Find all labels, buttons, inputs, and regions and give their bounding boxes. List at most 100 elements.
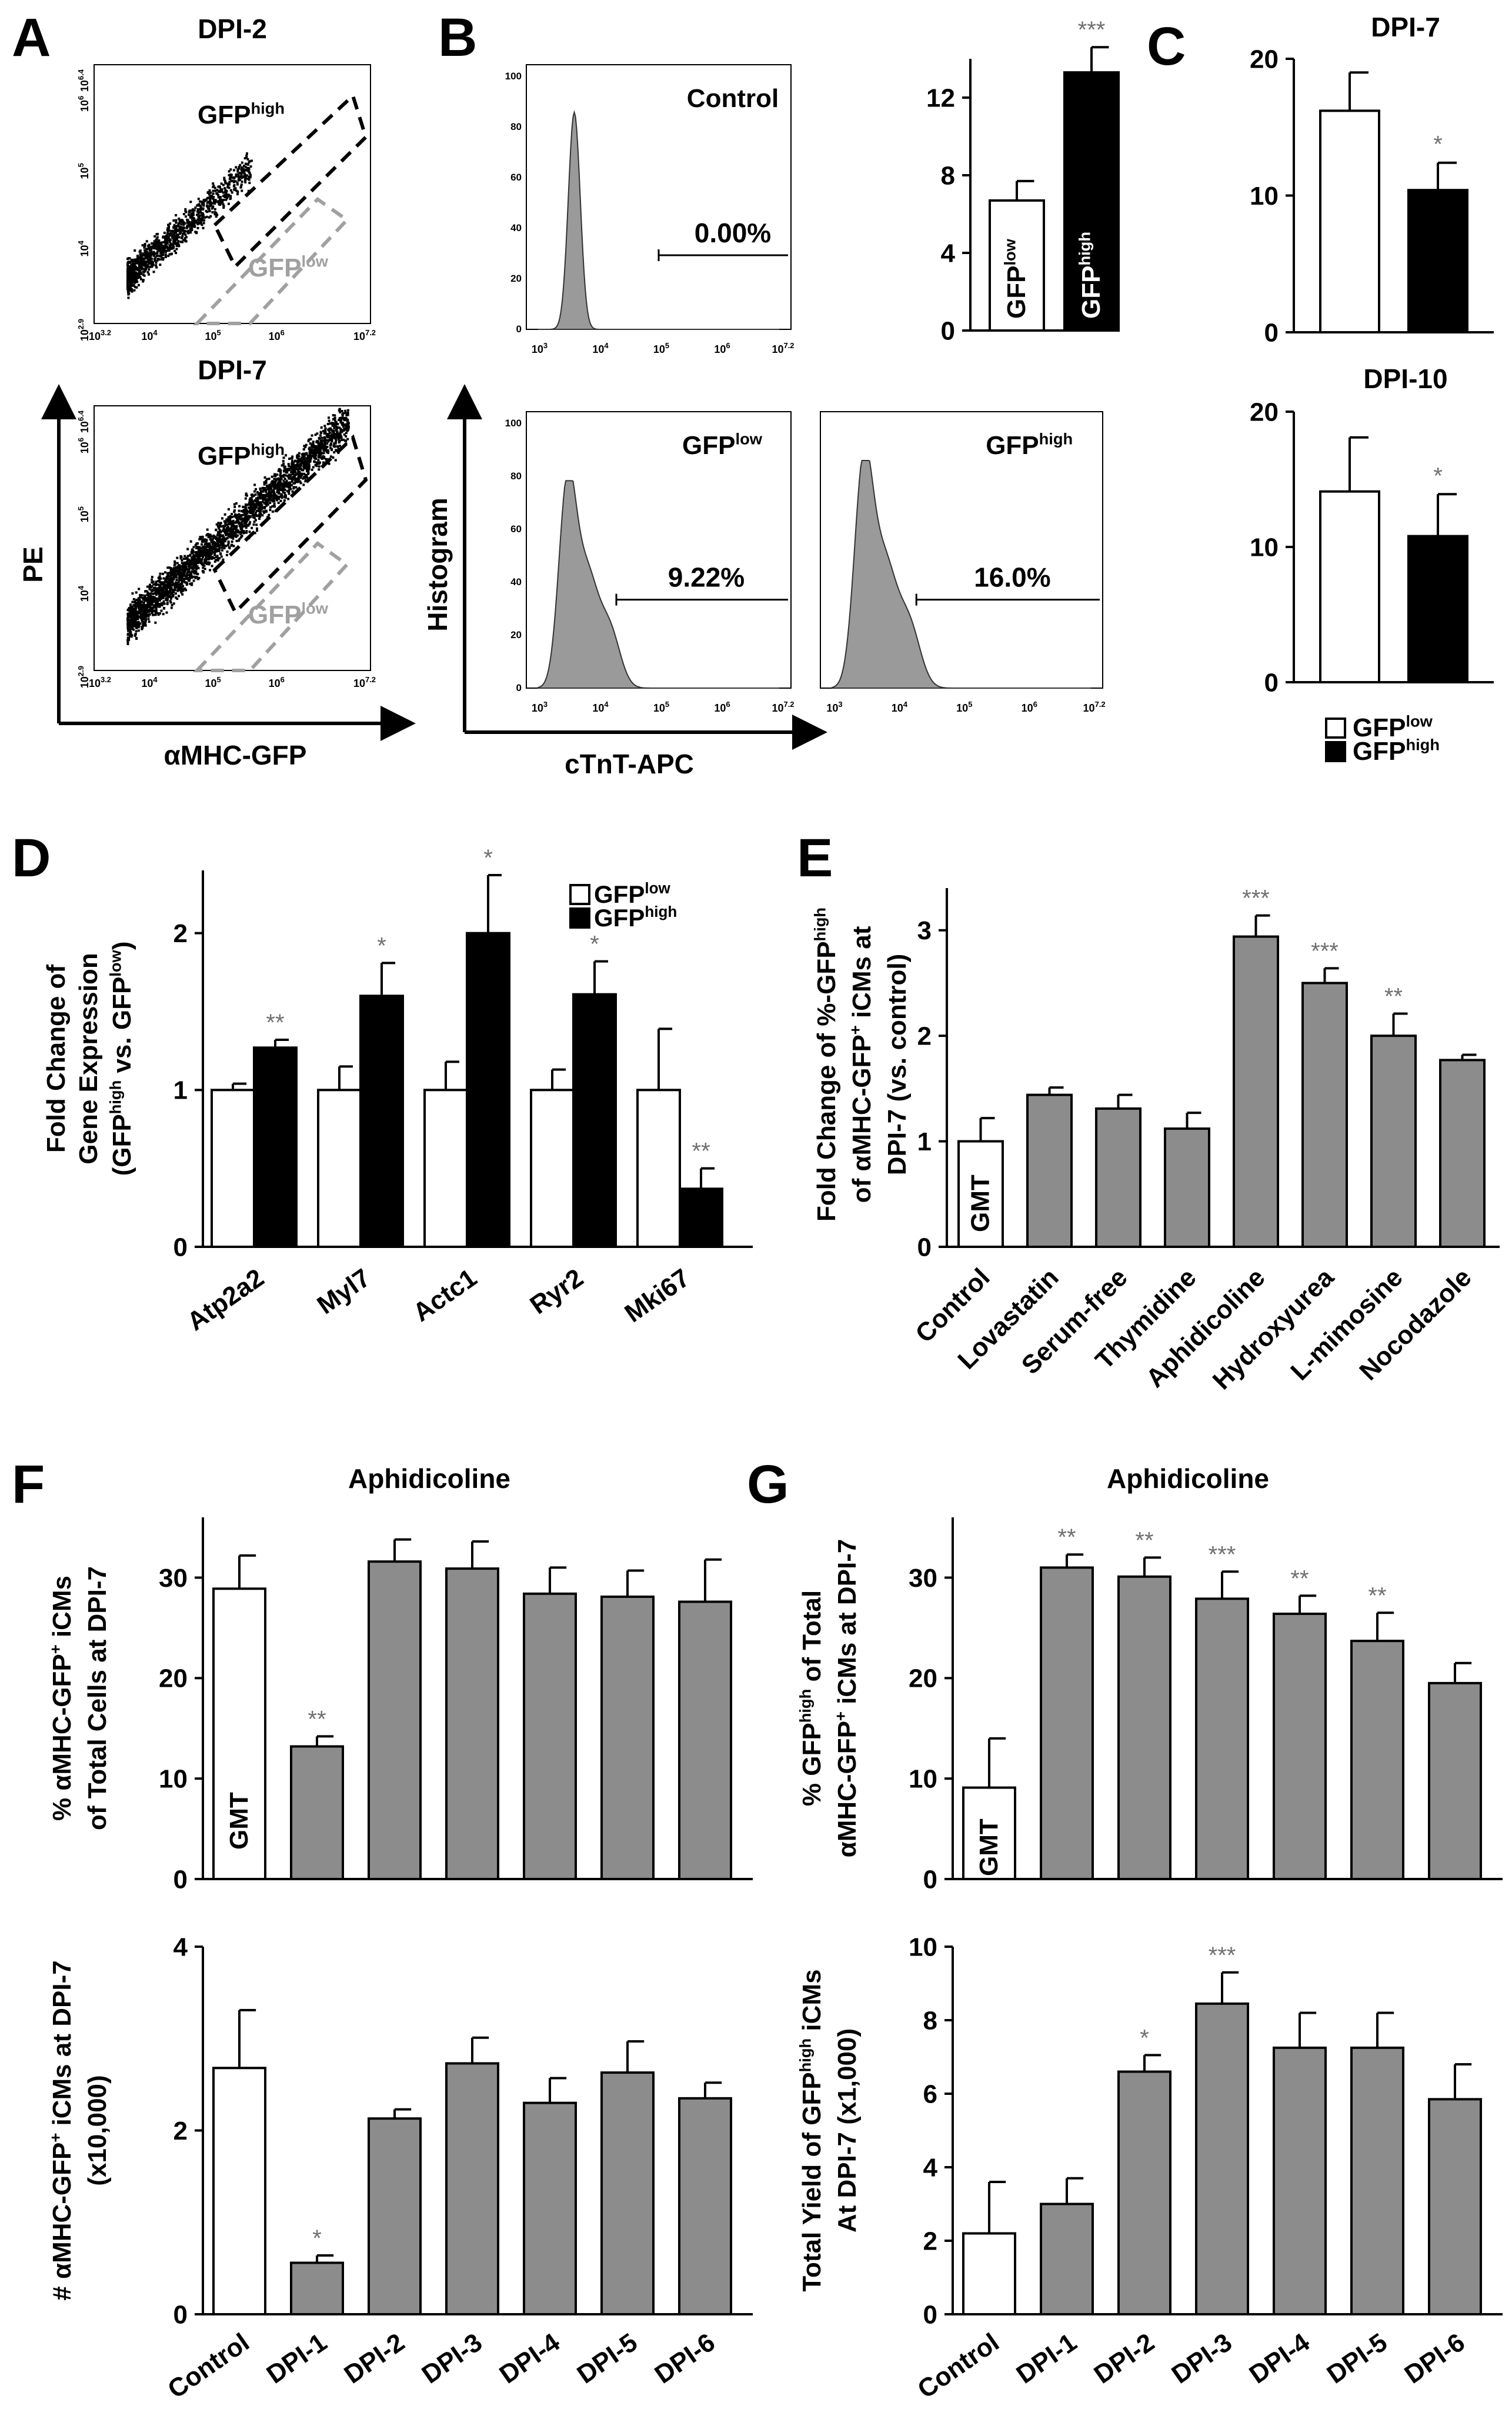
scatter-point bbox=[173, 563, 176, 566]
gene-bar-low bbox=[530, 1089, 575, 1249]
tick-base: 10 bbox=[653, 343, 665, 355]
scatter-point bbox=[298, 452, 301, 455]
scatter-point bbox=[143, 618, 146, 620]
timecourse-bar-tick-label: 6 bbox=[923, 2080, 937, 2108]
scatter-point bbox=[141, 615, 144, 618]
scatter-point bbox=[191, 556, 193, 559]
scatter-point bbox=[168, 225, 171, 228]
scatter-point bbox=[136, 625, 139, 628]
scatter-point bbox=[192, 211, 195, 214]
scatter-point bbox=[177, 595, 180, 598]
scatter-point bbox=[199, 558, 202, 561]
scatter-point bbox=[234, 532, 237, 535]
scatter-point bbox=[151, 265, 153, 268]
scatter-point bbox=[288, 477, 291, 480]
tick-exponent: 6 bbox=[76, 438, 85, 442]
scatter-point bbox=[235, 173, 238, 176]
scatter-point bbox=[172, 245, 175, 248]
scatter-point bbox=[209, 535, 212, 538]
scatter-point bbox=[212, 182, 215, 185]
scatter-point bbox=[198, 552, 201, 555]
gene-bar-high bbox=[253, 1046, 298, 1249]
scatter-point bbox=[275, 485, 278, 488]
scatter-point bbox=[191, 228, 193, 231]
scatter-point bbox=[171, 588, 174, 591]
scatter-point bbox=[126, 272, 129, 275]
scatter-point bbox=[192, 559, 195, 562]
scatter-point bbox=[291, 477, 293, 480]
scatter-point bbox=[180, 591, 183, 594]
significance-stars: *** bbox=[1078, 17, 1106, 43]
arrest-bar bbox=[1439, 1059, 1486, 1248]
scatter-point bbox=[126, 279, 129, 282]
scatter-point bbox=[309, 455, 312, 458]
scatter-point bbox=[131, 290, 133, 293]
scatter-point bbox=[169, 588, 172, 590]
scatter-point bbox=[306, 461, 309, 464]
scatter-point bbox=[169, 599, 172, 602]
scatter-point bbox=[135, 267, 138, 270]
scatter-point bbox=[189, 216, 192, 219]
scatter-point bbox=[236, 174, 239, 177]
scatter-point bbox=[188, 221, 191, 223]
scatter-point bbox=[259, 492, 262, 495]
scatter-point bbox=[273, 499, 276, 502]
scatter-point bbox=[312, 442, 315, 445]
scatter-point bbox=[169, 596, 172, 599]
scatter-point bbox=[157, 239, 160, 242]
scatter-point bbox=[259, 501, 262, 504]
scatter-point bbox=[162, 577, 165, 580]
superscript: high bbox=[106, 1080, 124, 1114]
scatter-point bbox=[337, 438, 340, 441]
scatter-point bbox=[303, 466, 306, 469]
tick-exponent: 4 bbox=[903, 700, 908, 709]
scatter-point bbox=[189, 223, 192, 226]
scatter-point bbox=[243, 157, 246, 160]
scatter-point bbox=[137, 629, 140, 632]
scatter-point bbox=[216, 548, 219, 550]
scatter-point bbox=[182, 565, 185, 568]
scatter-point bbox=[161, 572, 164, 575]
timecourse-bar bbox=[445, 1567, 499, 1880]
scatter-point bbox=[310, 443, 313, 446]
scatter-point bbox=[196, 226, 199, 229]
scatter-point bbox=[202, 571, 205, 574]
scatter-point bbox=[210, 545, 213, 548]
scatter-point bbox=[148, 585, 151, 588]
scatter-point bbox=[223, 520, 226, 523]
scatter-point bbox=[143, 613, 146, 616]
tick-exponent: 2.9 bbox=[76, 319, 85, 329]
scatter-point bbox=[299, 468, 302, 470]
scatter-point bbox=[225, 198, 228, 201]
scatter-point bbox=[146, 252, 149, 255]
panel-letter-B: B bbox=[438, 8, 477, 68]
edu-plot-title: DPI-7 bbox=[1371, 12, 1440, 42]
scatter-point bbox=[226, 537, 229, 540]
scatter-point bbox=[148, 613, 151, 616]
scatter-point bbox=[182, 580, 185, 583]
timecourse-bar-tick-label: 20 bbox=[909, 1664, 937, 1693]
scatter-point bbox=[298, 463, 301, 466]
scatter-point bbox=[208, 205, 211, 208]
scatter-point bbox=[206, 558, 209, 560]
scatter-point bbox=[161, 258, 163, 261]
scatter-point bbox=[213, 548, 216, 550]
scatter-point bbox=[208, 563, 211, 566]
scatter-point bbox=[139, 616, 142, 619]
tick-exponent: 6.4 bbox=[76, 69, 85, 80]
scatter-point bbox=[215, 559, 218, 562]
scatter-point bbox=[209, 555, 212, 558]
scatter-point bbox=[335, 434, 338, 437]
scatter-point bbox=[200, 552, 203, 555]
scatter-point bbox=[279, 499, 282, 502]
scatter-point bbox=[338, 426, 341, 429]
scatter-point bbox=[173, 568, 176, 571]
scatter-point bbox=[187, 579, 190, 582]
scatter-point bbox=[222, 542, 225, 545]
scatter-point bbox=[292, 487, 295, 490]
scatter-point bbox=[212, 200, 215, 203]
scatter-point bbox=[163, 231, 166, 234]
scatter-point bbox=[197, 204, 200, 207]
scatter-point bbox=[126, 642, 129, 645]
scatter-point bbox=[131, 634, 133, 637]
